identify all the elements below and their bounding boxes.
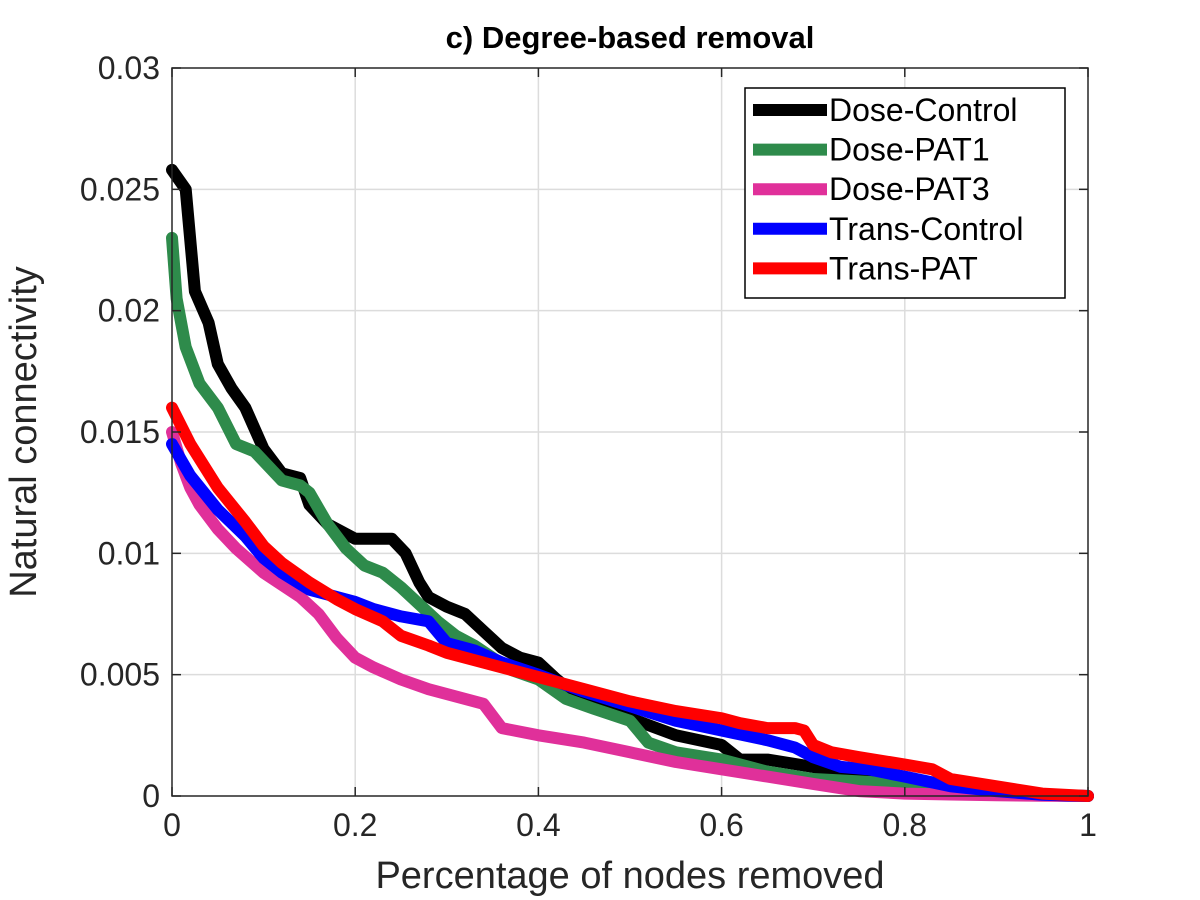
- series-line-trans-pat: [166, 401, 1094, 802]
- y-tick-label: 0.01: [98, 535, 160, 571]
- y-tick-label: 0.03: [98, 50, 160, 86]
- ticks: 0 0.2 0.4 0.6 0.8 1 0 0.005 0.01 0.015 0.02 0.025 0.…: [80, 50, 1097, 843]
- x-axis-title: Percentage of nodes removed: [375, 855, 884, 897]
- y-axis-title: Natural connectivity: [3, 266, 45, 598]
- y-tick-label: 0.025: [80, 171, 160, 207]
- y-tick-label: 0.02: [98, 293, 160, 329]
- series-layer: [166, 163, 1094, 802]
- x-tick-label: 0.4: [516, 807, 560, 843]
- series-line-dose-control: [166, 163, 1094, 802]
- legend-label-trans-pat: Trans-PAT: [829, 250, 978, 286]
- x-tick-label: 0.2: [333, 807, 377, 843]
- legend-label-dose-pat1: Dose-PAT1: [829, 132, 990, 168]
- legend-label-dose-control: Dose-Control: [829, 92, 1018, 128]
- y-tick-label: 0.005: [80, 657, 160, 693]
- series-line-dose-pat3: [166, 426, 1094, 802]
- chart-title: c) Degree-based removal: [446, 20, 815, 55]
- x-tick-label: 1: [1079, 807, 1097, 843]
- y-tick-label: 0.015: [80, 414, 160, 450]
- legend-label-dose-pat3: Dose-PAT3: [829, 171, 990, 207]
- y-tick-label: 0: [142, 778, 160, 814]
- x-tick-label: 0.8: [883, 807, 927, 843]
- legend-label-trans-control: Trans-Control: [829, 211, 1023, 247]
- x-tick-label: 0: [163, 807, 181, 843]
- x-tick-label: 0.6: [699, 807, 743, 843]
